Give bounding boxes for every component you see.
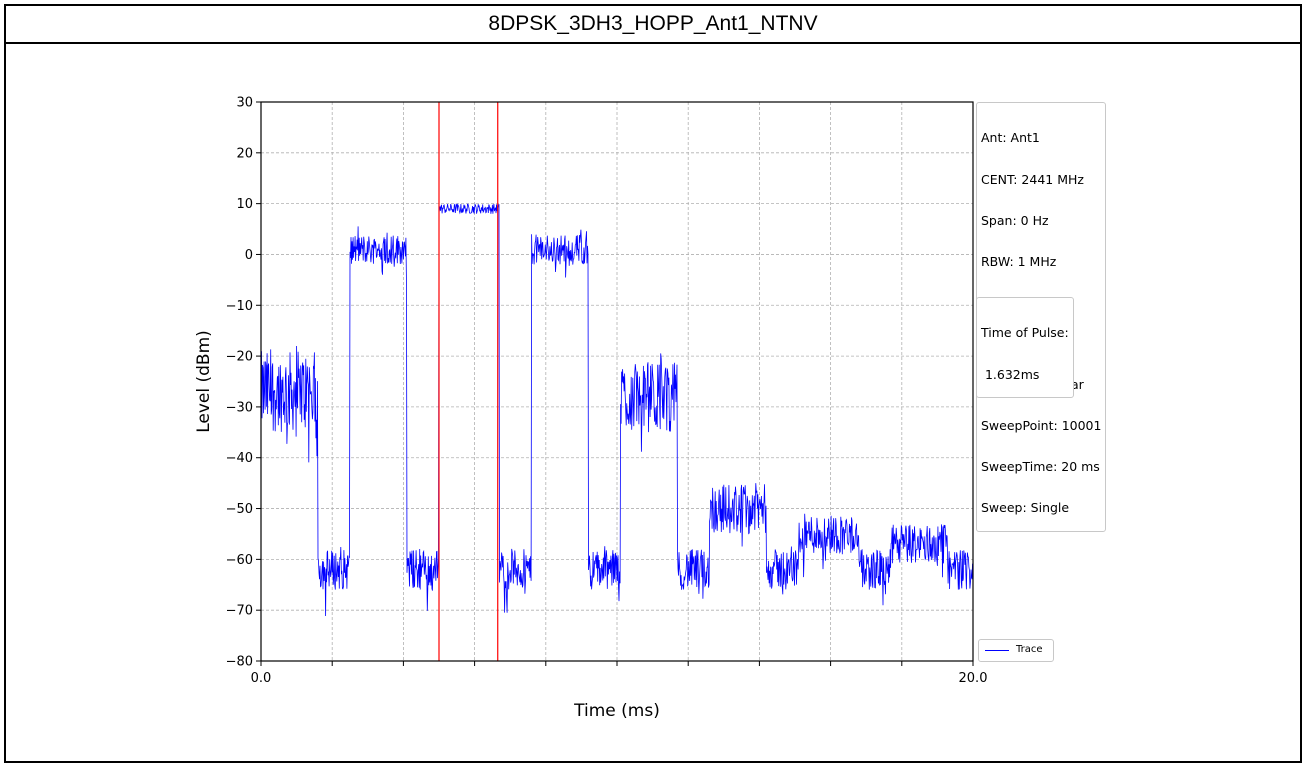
y-tick-label: −60 (226, 553, 253, 568)
info-line: Span: 0 Hz (981, 212, 1049, 228)
y-tick-label: 20 (236, 146, 253, 161)
info-line: SweepTime: 20 ms (981, 459, 1100, 475)
pulse-label: Time of Pulse: (981, 325, 1069, 341)
x-tick-label: 20.0 (959, 671, 988, 686)
chart-frame: 8DPSK_3DH3_HOPP_Ant1_NTNV (4, 4, 1302, 763)
legend-swatch (985, 650, 1009, 651)
tick-marks (256, 101, 974, 666)
y-tick-label: −30 (226, 400, 253, 415)
pulse-value: 1.632ms (981, 366, 1040, 382)
legend: Trace (978, 639, 1054, 662)
x-axis-label: Time (ms) (573, 701, 660, 721)
y-tick-label: 30 (236, 96, 253, 111)
pulse-info-box: Time of Pulse: 1.632ms (976, 297, 1074, 398)
pulse-markers (438, 102, 499, 661)
info-line: SweepPoint: 10001 (981, 418, 1102, 434)
chart-title: 8DPSK_3DH3_HOPP_Ant1_NTNV (6, 6, 1300, 44)
info-line: CENT: 2441 MHz (981, 171, 1084, 187)
info-line: RBW: 1 MHz (981, 253, 1057, 269)
y-tick-label: −20 (226, 350, 253, 365)
trace-line (260, 203, 973, 617)
x-tick-labels: 0.0 20.0 (251, 671, 988, 686)
y-tick-label: 10 (236, 197, 253, 212)
y-tick-labels: 30 20 10 0 −10 −20 −30 −40 −50 −60 −70 −80 (226, 96, 253, 670)
y-tick-label: −50 (226, 502, 253, 517)
y-tick-label: −10 (226, 299, 253, 314)
legend-label: Trace (1016, 644, 1043, 655)
y-axis-label: Level (dBm) (194, 330, 214, 433)
trace-series (260, 203, 973, 617)
y-tick-label: −40 (226, 451, 253, 466)
info-line: Ant: Ant1 (981, 130, 1040, 146)
y-tick-label: −80 (226, 655, 253, 670)
y-tick-label: −70 (226, 604, 253, 619)
y-tick-label: 0 (245, 248, 253, 263)
x-tick-label: 0.0 (251, 671, 272, 686)
info-line: Sweep: Single (981, 500, 1070, 516)
